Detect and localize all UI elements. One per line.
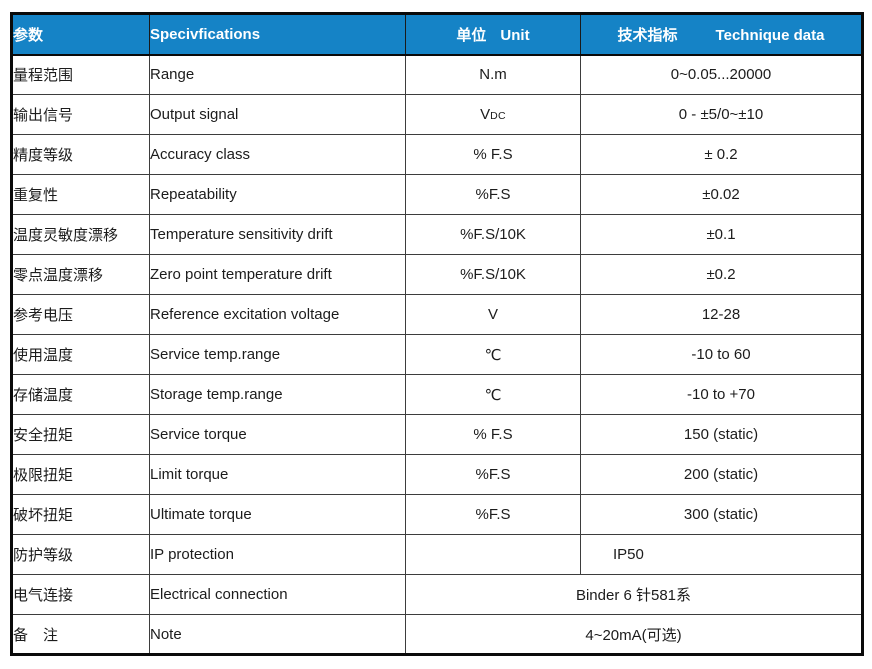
specification-cell: Reference excitation voltage (149, 294, 406, 335)
header-cell-technique-data: 技术指标 Technique data (580, 13, 863, 56)
table-row: 安全扭矩 Service torque% F.S 150 (static) (11, 414, 863, 455)
value-cell: -10 to +70 (580, 374, 863, 415)
table-row: 使用温度 Service temp.range ℃ -10 to 60 (11, 334, 863, 375)
value-cell: ±0.2 (580, 254, 863, 295)
header-cell-param: 参数 (11, 13, 150, 56)
unit-cell: % F.S (405, 414, 581, 455)
header-unit-zh-label: 单位 (456, 26, 487, 44)
value-cell: 150 (static) (580, 414, 863, 455)
param-zh-cell: 量程范围 (11, 54, 150, 95)
merged-value-cell: 4~20mA(可选) (405, 614, 863, 655)
specification-cell: Range (149, 54, 406, 95)
unit-cell: %F.S (405, 174, 581, 215)
param-zh-cell: 备 注 (11, 614, 150, 655)
merged-value-cell: Binder 6 针581系 (405, 574, 863, 615)
param-zh-cell: 极限扭矩 (11, 454, 150, 495)
table-row: 输出信号 Output signal VDC 0 - ±5/0~±10 (11, 94, 863, 135)
header-spec-label: Specivfications (150, 25, 261, 43)
param-zh-cell: 使用温度 (11, 334, 150, 375)
param-zh-cell: 零点温度漂移 (11, 254, 150, 295)
table-row: 存储温度 Storage temp.range ℃ -10 to +70 (11, 374, 863, 415)
specification-cell: Service torque (149, 414, 406, 455)
specification-cell: Output signal (149, 94, 406, 135)
table-row: 量程范围 Range N.m 0~0.05...20000 (11, 54, 863, 95)
specification-cell: Service temp.range (149, 334, 406, 375)
table-row: 防护等级 IP protection IP50 (11, 534, 863, 575)
unit-cell: ℃ (405, 334, 581, 375)
table-row: 零点温度漂移 Zero point temperature drift %F.S/1… (11, 254, 863, 295)
header-tech-en-label: Technique data (715, 26, 825, 44)
header-param-label: 参数 (13, 26, 44, 44)
unit-cell: %F.S/10K (405, 214, 581, 255)
unit-main-text: V (480, 106, 491, 123)
unit-cell: % F.S (405, 134, 581, 175)
value-cell: IP50 (580, 534, 863, 575)
value-cell: ±0.02 (580, 174, 863, 215)
value-cell: ±0.1 (580, 214, 863, 255)
specification-cell: Repeatability (149, 174, 406, 215)
param-zh-cell: 温度灵敏度漂移 (11, 214, 150, 255)
table-row: 备 注 Note 4~20mA(可选) (11, 614, 863, 655)
header-row: 参数 Specivfications 单位 Unit 技术指标 Technique … (11, 13, 863, 56)
unit-cell (405, 534, 581, 575)
value-cell: 0 - ±5/0~±10 (580, 94, 863, 135)
specification-cell: Accuracy class (149, 134, 406, 175)
param-zh-cell: 参考电压 (11, 294, 150, 335)
param-zh-cell: 输出信号 (11, 94, 150, 135)
spec-table-header: 参数 Specivfications 单位 Unit 技术指标 Technique … (11, 13, 863, 56)
unit-cell: N.m (405, 54, 581, 95)
header-unit-en-label: Unit (500, 26, 530, 44)
param-zh-cell: 防护等级 (11, 534, 150, 575)
table-row: 温度灵敏度漂移 Temperature sensitivity drift %F.S… (11, 214, 863, 255)
param-zh-cell: 安全扭矩 (11, 414, 150, 455)
specification-cell: Storage temp.range (149, 374, 406, 415)
specification-cell: Electrical connection (149, 574, 406, 615)
value-cell: 200 (static) (580, 454, 863, 495)
unit-cell: ℃ (405, 374, 581, 415)
value-cell: 12-28 (580, 294, 863, 335)
spec-table-body: 量程范围 Range N.m 0~0.05...20000 输出信号 Output sig… (11, 54, 863, 655)
value-cell: ± 0.2 (580, 134, 863, 175)
specification-cell: Temperature sensitivity drift (149, 214, 406, 255)
specification-cell: Zero point temperature drift (149, 254, 406, 295)
table-row: 破坏扭矩 Ultimate torque %F.S 300 (static) (11, 494, 863, 535)
table-row: 参考电压 Reference excitation voltage V 12-28 (11, 294, 863, 335)
table-row: 重复性 Repeatability %F.S ±0.02 (11, 174, 863, 215)
specification-cell: Limit torque (149, 454, 406, 495)
value-cell: -10 to 60 (580, 334, 863, 375)
spec-table: 参数 Specivfications 单位 Unit 技术指标 Technique … (10, 12, 864, 656)
unit-cell: VDC (405, 94, 581, 135)
specification-cell: Ultimate torque (149, 494, 406, 535)
param-zh-cell: 破坏扭矩 (11, 494, 150, 535)
unit-cell: %F.S (405, 494, 581, 535)
param-zh-cell: 重复性 (11, 174, 150, 215)
value-cell: 300 (static) (580, 494, 863, 535)
unit-cell: V (405, 294, 581, 335)
table-row: 极限扭矩 Limit torque %F.S 200 (static) (11, 454, 863, 495)
param-zh-cell: 存储温度 (11, 374, 150, 415)
value-cell: 0~0.05...20000 (580, 54, 863, 95)
unit-cell: %F.S (405, 454, 581, 495)
header-cell-unit: 单位 Unit (405, 13, 581, 56)
table-row: 精度等级 Accuracy class% F.S ± 0.2 (11, 134, 863, 175)
unit-subscript-text: DC (490, 110, 506, 122)
specification-cell: IP protection (149, 534, 406, 575)
param-zh-cell: 精度等级 (11, 134, 150, 175)
param-zh-cell: 电气连接 (11, 574, 150, 615)
table-row: 电气连接 Electrical connection Binder 6 针581系 (11, 574, 863, 615)
header-tech-zh-label: 技术指标 (617, 26, 678, 44)
unit-cell: %F.S/10K (405, 254, 581, 295)
header-cell-specifications: Specivfications (149, 13, 406, 56)
specification-cell: Note (149, 614, 406, 655)
spec-table-container: 参数 Specivfications 单位 Unit 技术指标 Technique … (10, 12, 864, 656)
